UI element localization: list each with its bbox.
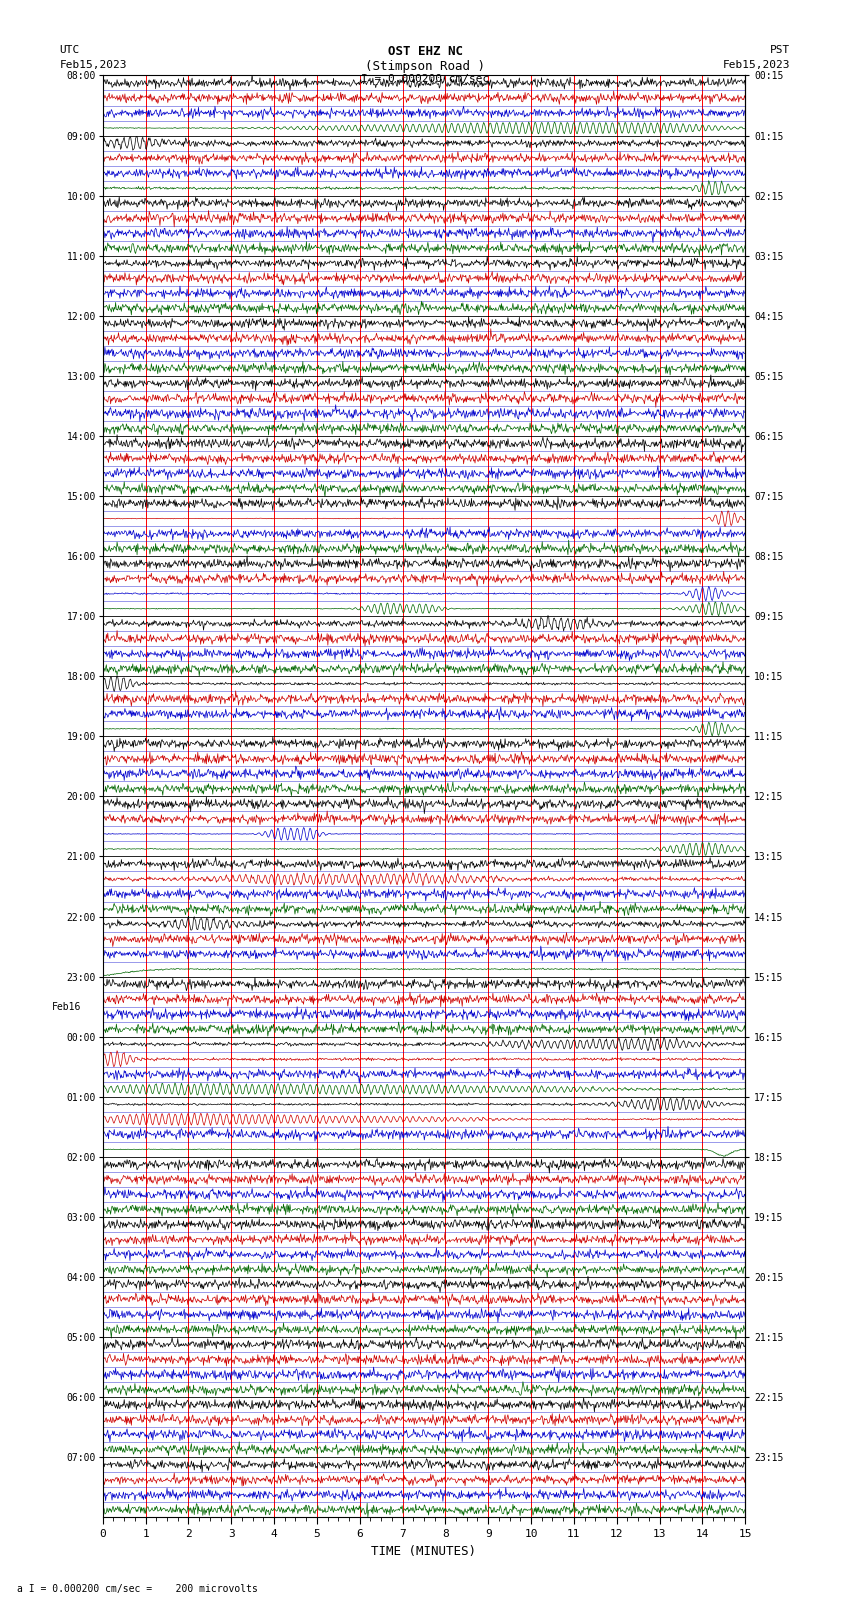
Text: UTC: UTC bbox=[60, 45, 80, 55]
Text: PST: PST bbox=[770, 45, 790, 55]
Text: (Stimpson Road ): (Stimpson Road ) bbox=[365, 60, 485, 73]
X-axis label: TIME (MINUTES): TIME (MINUTES) bbox=[371, 1545, 477, 1558]
Text: I = 0.000200 cm/sec: I = 0.000200 cm/sec bbox=[361, 74, 489, 84]
Text: Feb15,2023: Feb15,2023 bbox=[723, 60, 791, 69]
Text: OST EHZ NC: OST EHZ NC bbox=[388, 45, 462, 58]
Text: Feb16: Feb16 bbox=[52, 1002, 82, 1011]
Text: a I = 0.000200 cm/sec =    200 microvolts: a I = 0.000200 cm/sec = 200 microvolts bbox=[17, 1584, 258, 1594]
Text: Feb15,2023: Feb15,2023 bbox=[60, 60, 127, 69]
